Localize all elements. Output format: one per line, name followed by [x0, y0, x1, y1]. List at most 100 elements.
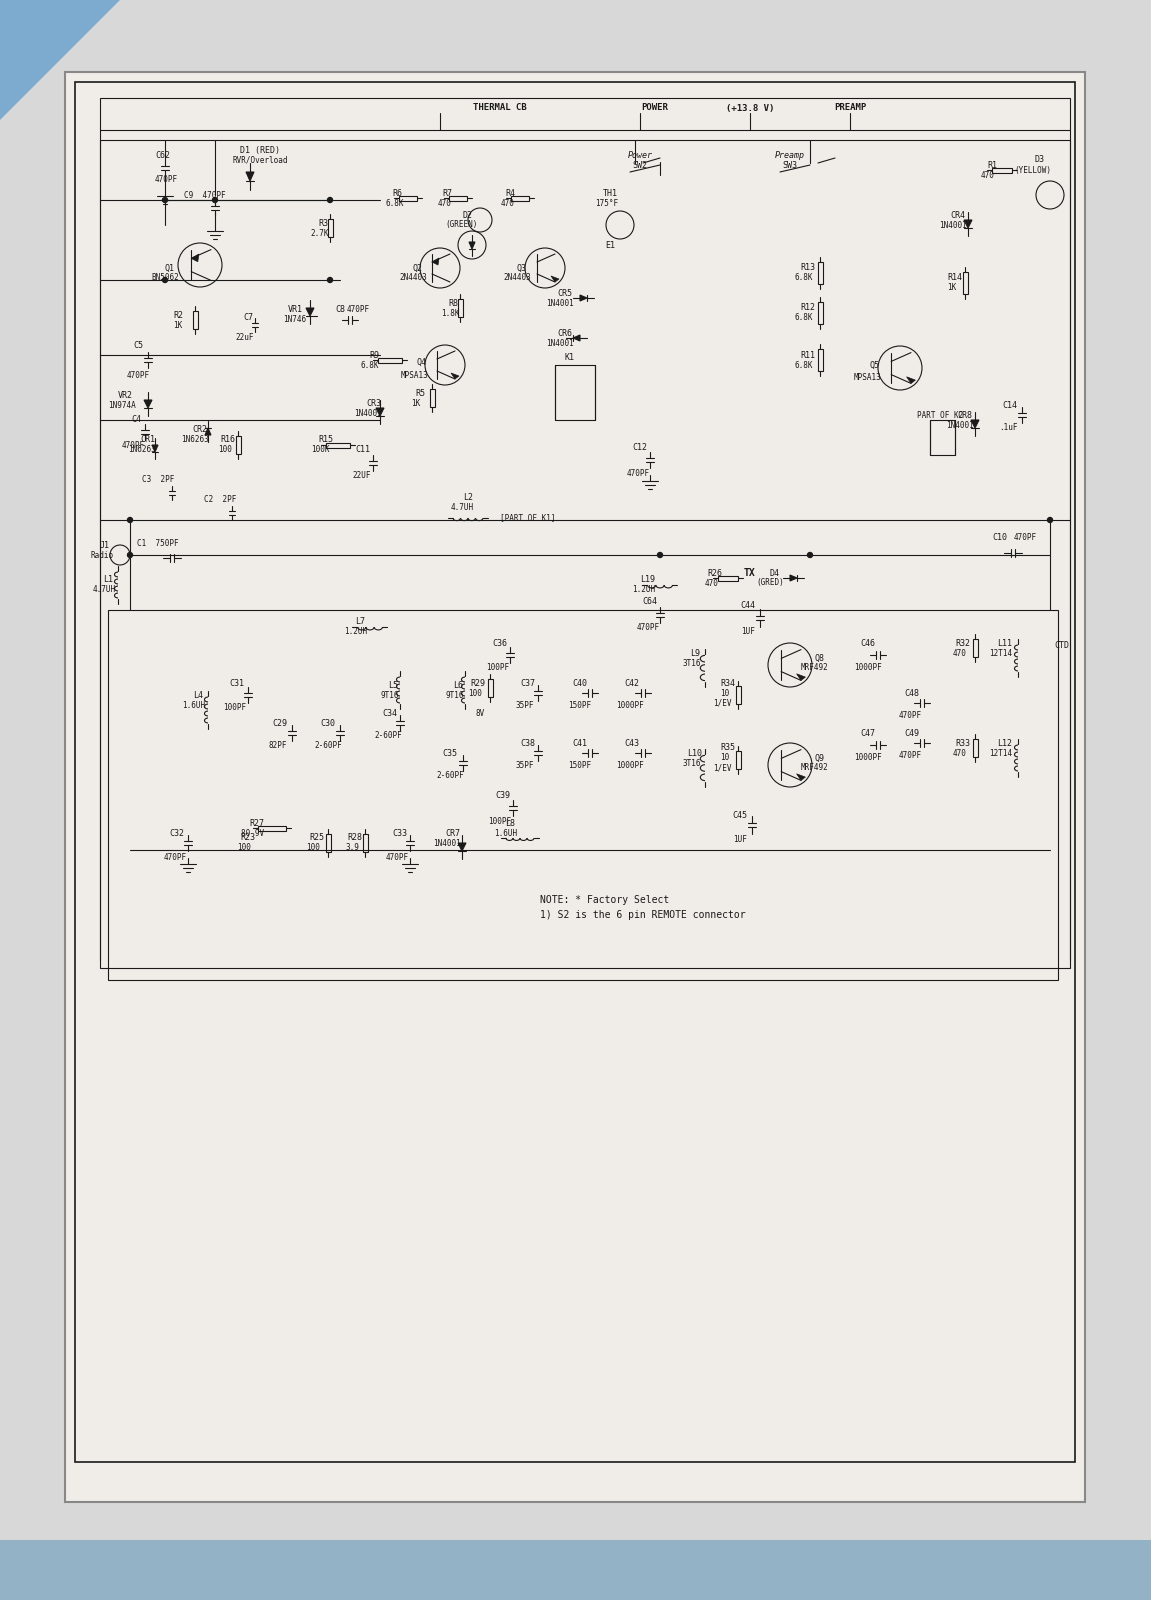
Text: NOTE: * Factory Select: NOTE: * Factory Select — [540, 894, 669, 906]
Text: C12: C12 — [633, 443, 648, 453]
Text: 82PF: 82PF — [268, 741, 288, 750]
Text: (GRED): (GRED) — [756, 579, 784, 587]
Text: C62: C62 — [155, 150, 170, 160]
Polygon shape — [432, 258, 439, 266]
Text: (GREEN): (GREEN) — [445, 221, 478, 229]
Text: 100PF: 100PF — [487, 664, 510, 672]
Bar — [963, 272, 968, 294]
Text: 1.6UH: 1.6UH — [183, 701, 206, 709]
Polygon shape — [971, 419, 980, 427]
Text: 2N4403: 2N4403 — [399, 274, 427, 283]
Text: MPSA13: MPSA13 — [854, 373, 882, 382]
Text: (YELLOW): (YELLOW) — [1014, 165, 1052, 174]
Text: 470PF: 470PF — [346, 306, 369, 315]
Text: 1000PF: 1000PF — [616, 762, 643, 771]
Text: Q2: Q2 — [413, 264, 424, 272]
Text: 9T16: 9T16 — [381, 691, 399, 699]
Circle shape — [657, 552, 663, 557]
Text: POWER: POWER — [641, 104, 669, 112]
Text: 470PF: 470PF — [626, 469, 649, 477]
Text: C1  750PF: C1 750PF — [137, 539, 178, 547]
Polygon shape — [790, 574, 796, 581]
Bar — [511, 195, 529, 202]
Text: L8: L8 — [505, 819, 514, 827]
Polygon shape — [551, 275, 559, 282]
Text: 1N4001: 1N4001 — [433, 838, 460, 848]
Text: 470PF: 470PF — [127, 371, 150, 379]
Text: PART OF K2: PART OF K2 — [917, 411, 963, 419]
Text: R6: R6 — [392, 189, 402, 197]
Text: C3  2PF: C3 2PF — [142, 475, 174, 485]
Bar — [258, 826, 285, 830]
Text: Q5: Q5 — [870, 360, 881, 370]
Text: 470PF: 470PF — [386, 853, 409, 862]
Text: C37: C37 — [520, 678, 535, 688]
Text: 1N4001: 1N4001 — [946, 421, 974, 429]
Text: R2: R2 — [173, 310, 183, 320]
Text: CR7: CR7 — [445, 829, 460, 837]
Text: 1) S2 is the 6 pin REMOTE connector: 1) S2 is the 6 pin REMOTE connector — [540, 910, 746, 920]
Bar — [100, 98, 1070, 968]
Text: CR6: CR6 — [557, 328, 572, 338]
Bar — [930, 419, 955, 454]
Text: CR2: CR2 — [192, 426, 207, 435]
Bar — [108, 610, 1058, 979]
Text: 9T16: 9T16 — [445, 691, 464, 699]
Bar — [0, 1539, 1151, 1600]
Text: R3: R3 — [318, 219, 328, 227]
Text: THERMAL CB: THERMAL CB — [473, 104, 527, 112]
Circle shape — [1047, 517, 1052, 523]
Text: Q9: Q9 — [815, 754, 825, 763]
Bar — [735, 686, 741, 704]
Text: C14: C14 — [1003, 400, 1017, 410]
Text: SW2: SW2 — [633, 160, 648, 170]
Bar — [326, 443, 350, 448]
Text: C40: C40 — [572, 678, 587, 688]
Text: C4: C4 — [131, 416, 142, 424]
Text: R1: R1 — [988, 160, 997, 170]
Text: CTD: CTD — [1054, 640, 1069, 650]
Text: 3.9: 3.9 — [345, 843, 359, 853]
Text: 1000PF: 1000PF — [854, 754, 882, 763]
Bar — [973, 739, 978, 757]
Text: C38: C38 — [520, 739, 535, 747]
Text: Q1: Q1 — [165, 264, 175, 272]
Polygon shape — [573, 334, 580, 341]
Text: CR3: CR3 — [366, 398, 381, 408]
Text: L4: L4 — [193, 691, 203, 699]
Polygon shape — [907, 376, 915, 384]
Text: L7: L7 — [355, 618, 365, 627]
Text: C32: C32 — [169, 829, 184, 837]
Text: .1uF: .1uF — [999, 424, 1017, 432]
Text: J1: J1 — [100, 541, 110, 549]
Text: (+13.8 V): (+13.8 V) — [726, 104, 775, 112]
Text: MRF492: MRF492 — [801, 763, 829, 773]
Text: VR2: VR2 — [117, 390, 132, 400]
Text: C42: C42 — [625, 678, 640, 688]
Text: MRF492: MRF492 — [801, 664, 829, 672]
Text: 470PF: 470PF — [1013, 533, 1037, 542]
Text: L19: L19 — [640, 576, 656, 584]
Text: 1N4001: 1N4001 — [355, 408, 382, 418]
Text: 35PF: 35PF — [516, 701, 534, 710]
Text: Power: Power — [627, 150, 653, 160]
Text: R32: R32 — [955, 638, 970, 648]
Text: C33: C33 — [392, 829, 407, 837]
Bar — [64, 72, 1085, 1502]
Circle shape — [328, 277, 333, 283]
Bar — [326, 834, 331, 851]
Text: [PART OF K1]: [PART OF K1] — [500, 514, 556, 523]
Text: 470PF: 470PF — [163, 853, 186, 862]
Polygon shape — [451, 373, 459, 379]
Text: 2-60PF: 2-60PF — [314, 741, 342, 750]
Bar — [488, 678, 493, 698]
Text: 470: 470 — [953, 648, 967, 658]
Text: R5: R5 — [416, 389, 425, 397]
Text: R25: R25 — [310, 834, 325, 843]
Text: 1.2UH: 1.2UH — [344, 627, 367, 637]
Text: C46: C46 — [861, 638, 876, 648]
Text: R34: R34 — [721, 678, 735, 688]
Text: 8V: 8V — [475, 709, 485, 717]
Text: R16: R16 — [221, 435, 236, 445]
Bar — [193, 310, 198, 330]
